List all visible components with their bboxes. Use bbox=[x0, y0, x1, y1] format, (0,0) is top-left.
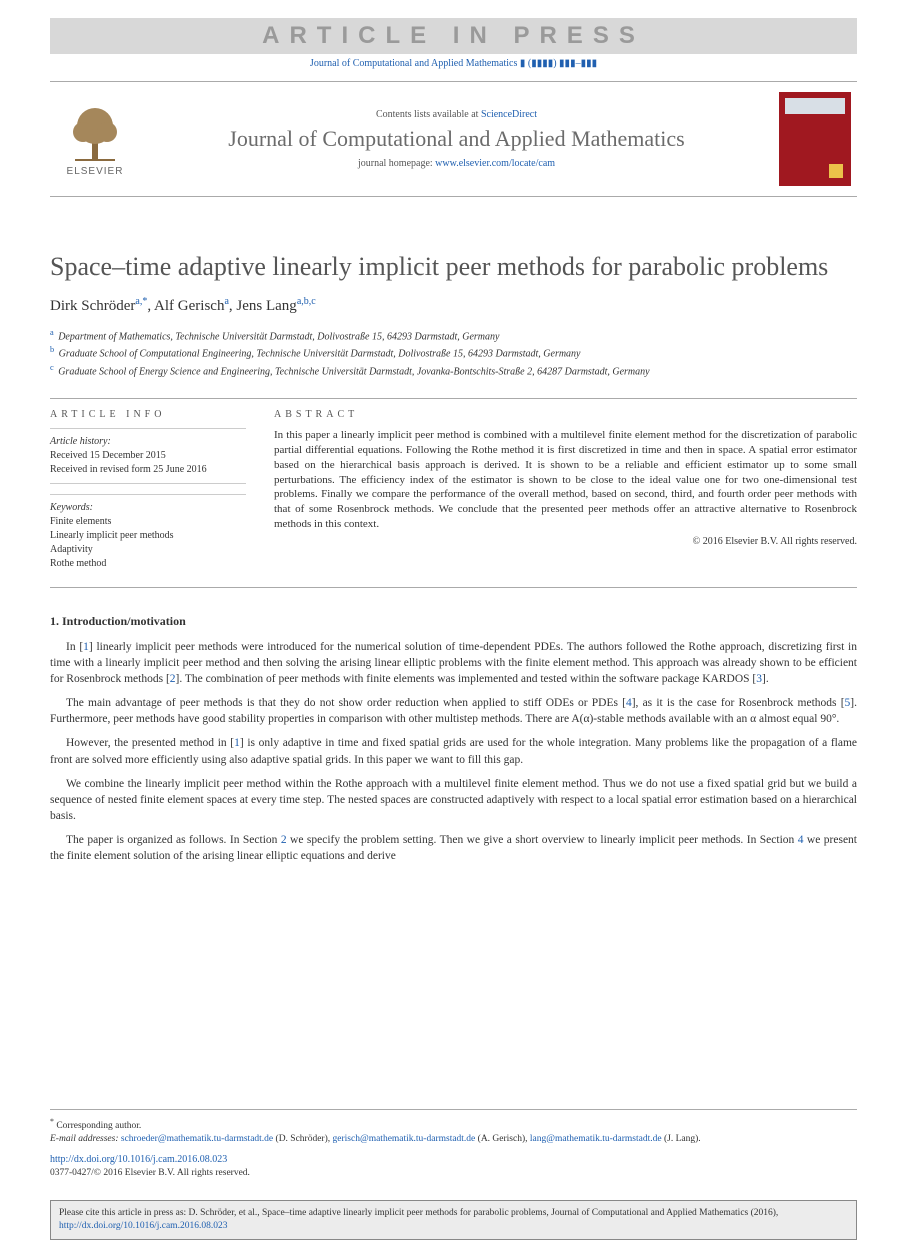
text-run: The paper is organized as follows. In Se… bbox=[66, 834, 281, 846]
masthead-center: Contents lists available at ScienceDirec… bbox=[140, 92, 773, 186]
body-paragraph: However, the presented method in [1] is … bbox=[50, 735, 857, 767]
contents-available-line: Contents lists available at ScienceDirec… bbox=[140, 109, 773, 120]
elsevier-tree-icon bbox=[65, 102, 125, 166]
affiliation-line: a Department of Mathematics, Technische … bbox=[50, 327, 857, 345]
publisher-name: ELSEVIER bbox=[67, 166, 124, 177]
text-run: However, the presented method in [ bbox=[66, 737, 234, 749]
emails-label: E-mail addresses: bbox=[50, 1134, 121, 1144]
affiliation-line: c Graduate School of Energy Science and … bbox=[50, 362, 857, 380]
affiliation-text: Graduate School of Energy Science and En… bbox=[58, 366, 649, 377]
text-run: we specify the problem setting. Then we … bbox=[287, 834, 798, 846]
author-name: Jens Lang bbox=[236, 298, 296, 314]
email-link[interactable]: gerisch@mathematik.tu-darmstadt.de bbox=[333, 1134, 476, 1144]
keywords-heading: Keywords: bbox=[50, 501, 246, 515]
journal-homepage-link[interactable]: www.elsevier.com/locate/cam bbox=[435, 158, 555, 169]
affiliations: a Department of Mathematics, Technische … bbox=[50, 327, 857, 380]
text-run: (J. Lang). bbox=[662, 1134, 701, 1144]
keyword: Linearly implicit peer methods bbox=[50, 529, 246, 543]
cite-doi-link[interactable]: http://dx.doi.org/10.1016/j.cam.2016.08.… bbox=[59, 1221, 227, 1231]
in-press-journal-line: Journal of Computational and Applied Mat… bbox=[0, 58, 907, 69]
history-revised: Received in revised form 25 June 2016 bbox=[50, 463, 246, 477]
issn-copyright-line: 0377-0427/© 2016 Elsevier B.V. All right… bbox=[50, 1167, 857, 1180]
homepage-prefix: journal homepage: bbox=[358, 158, 435, 169]
keyword: Finite elements bbox=[50, 515, 246, 529]
footnotes: * Corresponding author. E-mail addresses… bbox=[50, 1109, 857, 1180]
body-paragraph: The paper is organized as follows. In Se… bbox=[50, 832, 857, 864]
email-link[interactable]: schroeder@mathematik.tu-darmstadt.de bbox=[121, 1134, 273, 1144]
text-run: ], as it is the case for Rosenbrock meth… bbox=[632, 697, 845, 709]
affiliation-key: c bbox=[50, 363, 54, 372]
text-run: The main advantage of peer methods is th… bbox=[66, 697, 626, 709]
text-run: (A. Gerisch), bbox=[475, 1134, 530, 1144]
masthead-right bbox=[773, 92, 857, 186]
doi-line: http://dx.doi.org/10.1016/j.cam.2016.08.… bbox=[50, 1153, 857, 1167]
text-run: ]. The combination of peer methods with … bbox=[176, 673, 757, 685]
text-run: In [ bbox=[66, 641, 83, 653]
body-paragraph: The main advantage of peer methods is th… bbox=[50, 695, 857, 727]
abstract-copyright: © 2016 Elsevier B.V. All rights reserved… bbox=[274, 536, 857, 547]
info-abstract-row: ARTICLE INFO Article history: Received 1… bbox=[50, 398, 857, 588]
author-list: Dirk Schrödera,*, Alf Gerischa, Jens Lan… bbox=[50, 296, 857, 315]
body-paragraph: In [1] linearly implicit peer methods we… bbox=[50, 639, 857, 687]
journal-cover-thumbnail bbox=[779, 92, 851, 186]
abstract-label: ABSTRACT bbox=[274, 409, 857, 420]
affiliation-key: a bbox=[50, 328, 54, 337]
body-paragraph: We combine the linearly implicit peer me… bbox=[50, 776, 857, 824]
affiliation-key: b bbox=[50, 345, 54, 354]
history-received: Received 15 December 2015 bbox=[50, 449, 246, 463]
text-run: ]. bbox=[762, 673, 769, 685]
text-run: Corresponding author. bbox=[56, 1121, 141, 1131]
author-affiliation-marker: a bbox=[224, 296, 228, 307]
email-addresses-line: E-mail addresses: schroeder@mathematik.t… bbox=[50, 1133, 857, 1146]
text-run: (D. Schröder), bbox=[273, 1134, 332, 1144]
affiliation-text: Graduate School of Computational Enginee… bbox=[59, 349, 581, 360]
section-heading-intro: 1. Introduction/motivation bbox=[50, 614, 857, 629]
abstract-text: In this paper a linearly implicit peer m… bbox=[274, 428, 857, 532]
affiliation-text: Department of Mathematics, Technische Un… bbox=[58, 331, 499, 342]
article-title: Space–time adaptive linearly implicit pe… bbox=[50, 251, 857, 284]
author-name: Alf Gerisch bbox=[154, 298, 224, 314]
author-affiliation-marker: a,b,c bbox=[297, 296, 316, 307]
contents-prefix: Contents lists available at bbox=[376, 109, 481, 120]
asterisk-icon: * bbox=[50, 1117, 54, 1126]
corresponding-author-note: * Corresponding author. bbox=[50, 1116, 857, 1133]
article-info-label: ARTICLE INFO bbox=[50, 409, 246, 420]
abstract-column: ABSTRACT In this paper a linearly implic… bbox=[260, 399, 857, 587]
keywords-block: Keywords: Finite elements Linearly impli… bbox=[50, 494, 246, 577]
article-info-column: ARTICLE INFO Article history: Received 1… bbox=[50, 399, 260, 587]
affiliation-line: b Graduate School of Computational Engin… bbox=[50, 344, 857, 362]
masthead: ELSEVIER Contents lists available at Sci… bbox=[50, 81, 857, 197]
journal-name: Journal of Computational and Applied Mat… bbox=[140, 126, 773, 152]
author-name: Dirk Schröder bbox=[50, 298, 135, 314]
sciencedirect-link[interactable]: ScienceDirect bbox=[481, 109, 537, 120]
history-heading: Article history: bbox=[50, 435, 246, 449]
keyword: Rothe method bbox=[50, 557, 246, 571]
article-history-block: Article history: Received 15 December 20… bbox=[50, 428, 246, 484]
cite-this-article-box: Please cite this article in press as: D.… bbox=[50, 1200, 857, 1240]
in-press-banner: ARTICLE IN PRESS bbox=[50, 18, 857, 54]
author-affiliation-marker: a,* bbox=[135, 296, 147, 307]
keyword: Adaptivity bbox=[50, 543, 246, 557]
email-link[interactable]: lang@mathematik.tu-darmstadt.de bbox=[530, 1134, 662, 1144]
journal-homepage-line: journal homepage: www.elsevier.com/locat… bbox=[140, 158, 773, 169]
cite-text: Please cite this article in press as: D.… bbox=[59, 1208, 778, 1218]
publisher-logo-block: ELSEVIER bbox=[50, 92, 140, 186]
doi-link[interactable]: http://dx.doi.org/10.1016/j.cam.2016.08.… bbox=[50, 1154, 227, 1165]
